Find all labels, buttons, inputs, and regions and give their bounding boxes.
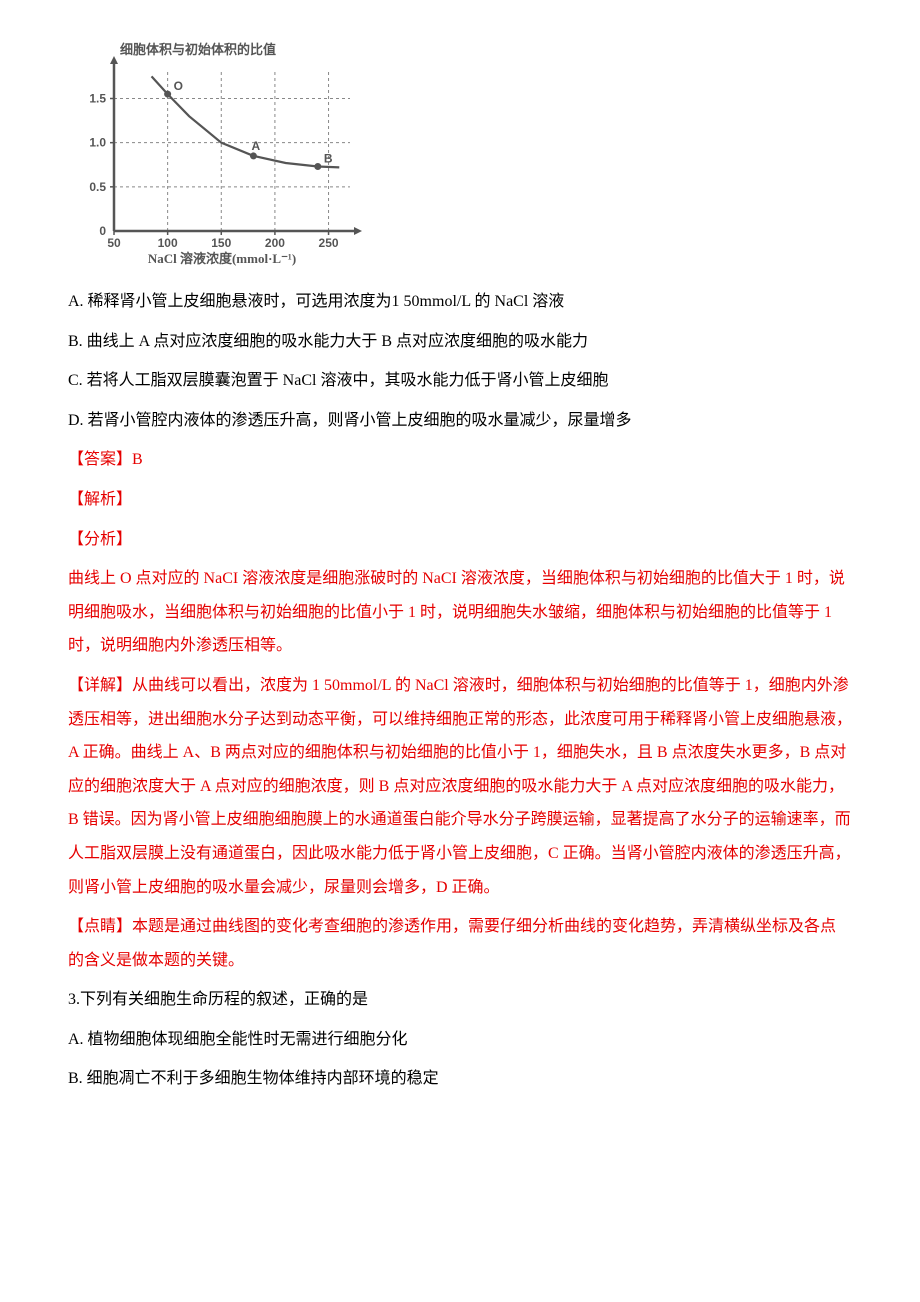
svg-text:50: 50 (107, 236, 121, 250)
svg-text:250: 250 (319, 236, 339, 250)
answer-line: 【答案】B (68, 443, 852, 477)
line-chart: 50 100 150 200 250 0 0.5 1.0 1.5 O A B 细胞体积与初始体积的比值 N… (68, 42, 368, 267)
svg-text:O: O (174, 79, 183, 93)
chart-container: 50 100 150 200 250 0 0.5 1.0 1.5 O A B 细胞体积与初始体积的比值 N… (68, 42, 852, 267)
q3-option-b: B. 细胞凋亡不利于多细胞生物体维持内部环境的稳定 (68, 1062, 852, 1096)
q3-option-a: A. 植物细胞体现细胞全能性时无需进行细胞分化 (68, 1023, 852, 1057)
dianjing-label: 【点睛】 (68, 918, 132, 935)
svg-text:细胞体积与初始体积的比值: 细胞体积与初始体积的比值 (120, 42, 276, 57)
dianjing-text: 本题是通过曲线图的变化考查细胞的渗透作用，需要仔细分析曲线的变化趋势，弄清横纵坐… (68, 918, 836, 969)
svg-text:0: 0 (99, 224, 106, 238)
svg-text:0.5: 0.5 (89, 180, 106, 194)
svg-text:200: 200 (265, 236, 285, 250)
jiexi-label: 【解析】 (68, 483, 852, 517)
svg-text:A: A (251, 139, 260, 153)
svg-text:B: B (324, 152, 333, 166)
q3-stem: 3.下列有关细胞生命历程的叙述，正确的是 (68, 983, 852, 1017)
option-b: B. 曲线上 A 点对应浓度细胞的吸水能力大于 B 点对应浓度细胞的吸水能力 (68, 325, 852, 359)
svg-text:150: 150 (211, 236, 231, 250)
detail-label: 【详解】 (68, 677, 132, 694)
dianjing-block: 【点睛】本题是通过曲线图的变化考查细胞的渗透作用，需要仔细分析曲线的变化趋势，弄… (68, 910, 852, 977)
analysis-text: 曲线上 O 点对应的 NaCI 溶液浓度是细胞涨破时的 NaCI 溶液浓度，当细… (68, 562, 852, 663)
svg-text:100: 100 (158, 236, 178, 250)
svg-text:1.0: 1.0 (89, 136, 106, 150)
svg-text:NaCl 溶液浓度(mmol·L⁻¹): NaCl 溶液浓度(mmol·L⁻¹) (148, 251, 296, 266)
option-c: C. 若将人工脂双层膜囊泡置于 NaCl 溶液中，其吸水能力低于肾小管上皮细胞 (68, 364, 852, 398)
answer-label: 【答案】 (68, 451, 132, 468)
option-a: A. 稀释肾小管上皮细胞悬液时，可选用浓度为1 50mmol/L 的 NaCl … (68, 285, 852, 319)
detail-block: 【详解】从曲线可以看出，浓度为 1 50mmol/L 的 NaCl 溶液时，细胞… (68, 669, 852, 904)
option-d: D. 若肾小管腔内液体的渗透压升高，则肾小管上皮细胞的吸水量减少，尿量增多 (68, 404, 852, 438)
detail-text: 从曲线可以看出，浓度为 1 50mmol/L 的 NaCl 溶液时，细胞体积与初… (68, 677, 852, 896)
fenxi-label: 【分析】 (68, 523, 852, 557)
answer-value: B (132, 451, 143, 468)
svg-text:1.5: 1.5 (89, 92, 106, 106)
